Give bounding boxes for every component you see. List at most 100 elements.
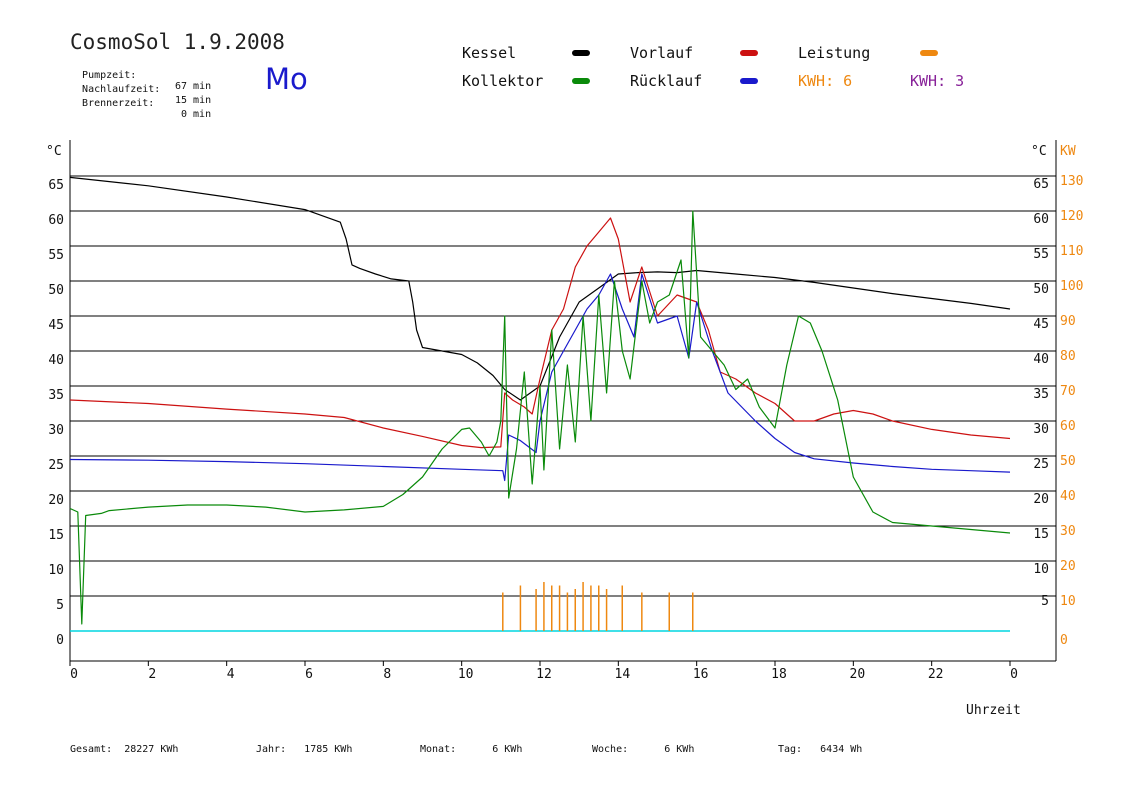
x-tick-label: 20	[850, 667, 866, 682]
y-tick-left: 40	[48, 353, 64, 368]
footer-total: Gesamt: 28227 KWh	[70, 744, 178, 755]
y-tick-left: 10	[48, 563, 64, 578]
x-tick-label: 0	[70, 667, 78, 682]
footer-day-value: 6434 Wh	[820, 744, 863, 755]
y-tick-right-power: 90	[1060, 314, 1076, 329]
y-tick-left: 5	[56, 598, 64, 613]
y-tick-left: 60	[48, 213, 64, 228]
footer-day: Tag: 6434 Wh	[778, 744, 862, 755]
after-run-time-label: Nachlaufzeit:	[82, 84, 161, 95]
x-tick-label: 12	[536, 667, 552, 682]
y-tick-right-temp: 20	[1033, 492, 1049, 507]
legend-kwh-secondary-value: 3	[955, 72, 965, 90]
footer-week-value: 6 KWh	[664, 744, 695, 755]
footer-month-label: Monat:	[420, 744, 457, 755]
y-tick-right-power: 30	[1060, 524, 1076, 539]
x-tick-label: 22	[928, 667, 944, 682]
legend-vorlauf-label: Vorlauf	[630, 44, 694, 62]
y-tick-right-temp: 35	[1033, 387, 1049, 402]
footer-total-value: 28227 KWh	[124, 744, 179, 755]
y-tick-right-temp: 40	[1033, 352, 1049, 367]
y-tick-left: 30	[48, 423, 64, 438]
footer-week: Woche: 6 KWh	[592, 744, 694, 755]
y-tick-right-temp: 55	[1033, 247, 1049, 262]
x-tick-label: 6	[305, 667, 313, 682]
footer-year: Jahr: 1785 KWh	[256, 744, 352, 755]
pump-time-value: 67 min	[175, 81, 212, 92]
legend-leistung-label: Leistung	[798, 44, 871, 62]
y-tick-left: 55	[48, 248, 64, 263]
after-run-time-value: 15 min	[175, 95, 212, 106]
y-tick-right-temp: 10	[1033, 562, 1049, 577]
y-axis-right-temp-unit: °C	[1031, 144, 1047, 159]
y-tick-right-power: 20	[1060, 559, 1076, 574]
y-tick-right-power: 130	[1060, 174, 1083, 189]
burner-time-row: Brennerzeit: 0 min	[70, 87, 211, 120]
legend-kollektor-label: Kollektor	[462, 72, 544, 90]
legend-vorlauf-swatch	[740, 50, 758, 56]
legend-ruecklauf-swatch	[740, 78, 758, 84]
burner-time-value: 0 min	[181, 109, 212, 120]
y-tick-right-temp: 50	[1033, 282, 1049, 297]
y-tick-right-temp: 25	[1033, 457, 1049, 472]
y-tick-right-power: 0	[1060, 633, 1068, 648]
y-tick-left: 65	[48, 178, 64, 193]
series-kollektor	[69, 210, 1011, 625]
page-title: CosmoSol 1.9.2008	[70, 30, 285, 54]
footer-total-label: Gesamt:	[70, 744, 113, 755]
y-tick-right-temp: 65	[1033, 177, 1049, 192]
x-tick-label: 10	[458, 667, 474, 682]
burner-time-label: Brennerzeit:	[82, 98, 155, 109]
x-tick-label: 14	[615, 667, 631, 682]
y-tick-left: 35	[48, 388, 64, 403]
y-tick-right-power: 10	[1060, 594, 1076, 609]
y-tick-right-temp: 30	[1033, 422, 1049, 437]
footer-month-value: 6 KWh	[492, 744, 523, 755]
x-tick-label: 8	[383, 667, 391, 682]
legend-ruecklauf-label: Rücklauf	[630, 72, 703, 90]
y-axis-right-power-unit: KW	[1060, 144, 1076, 159]
y-tick-left: 0	[56, 633, 64, 648]
x-axis-label: Uhrzeit	[966, 703, 1021, 718]
y-tick-left: 15	[48, 528, 64, 543]
x-tick-label: 16	[693, 667, 709, 682]
y-tick-right-temp: 60	[1033, 212, 1049, 227]
x-tick-label: 18	[771, 667, 787, 682]
y-tick-right-power: 110	[1060, 244, 1083, 259]
legend-kessel-swatch	[572, 50, 590, 56]
y-tick-right-power: 80	[1060, 349, 1076, 364]
footer-day-label: Tag:	[778, 744, 803, 755]
footer-year-label: Jahr:	[256, 744, 287, 755]
y-axis-left-unit: °C	[46, 144, 62, 159]
y-tick-right-temp: 45	[1033, 317, 1049, 332]
pump-time-row: Pumpzeit: 67 min	[70, 59, 211, 92]
series-ruecklauf	[69, 273, 1011, 482]
footer-week-label: Woche:	[592, 744, 629, 755]
footer-year-value: 1785 KWh	[304, 744, 353, 755]
footer-month: Monat: 6 KWh	[420, 744, 522, 755]
pump-time-label: Pumpzeit:	[82, 70, 137, 81]
legend-leistung-swatch	[920, 50, 938, 56]
y-tick-right-power: 100	[1060, 279, 1083, 294]
y-tick-right-power: 60	[1060, 419, 1076, 434]
legend-kwh-total: KWH: 6	[798, 72, 853, 90]
weekday-label: Mo	[265, 62, 308, 96]
x-tick-label: 2	[148, 667, 156, 682]
y-tick-right-power: 50	[1060, 454, 1076, 469]
y-tick-right-temp: 5	[1041, 594, 1049, 609]
y-tick-right-power: 70	[1060, 384, 1076, 399]
x-tick-label: 0	[1010, 667, 1018, 682]
legend-kessel-label: Kessel	[462, 44, 517, 62]
y-tick-right-temp: 15	[1033, 527, 1049, 542]
series-vorlauf	[69, 217, 1011, 449]
y-tick-left: 45	[48, 318, 64, 333]
y-tick-left: 25	[48, 458, 64, 473]
y-tick-right-power: 120	[1060, 209, 1083, 224]
y-tick-left: 20	[48, 493, 64, 508]
y-tick-right-power: 40	[1060, 489, 1076, 504]
after-run-time-row: Nachlaufzeit: 15 min	[70, 73, 211, 106]
series-kessel	[69, 176, 1011, 401]
legend-kollektor-swatch	[572, 78, 590, 84]
x-tick-label: 4	[227, 667, 235, 682]
